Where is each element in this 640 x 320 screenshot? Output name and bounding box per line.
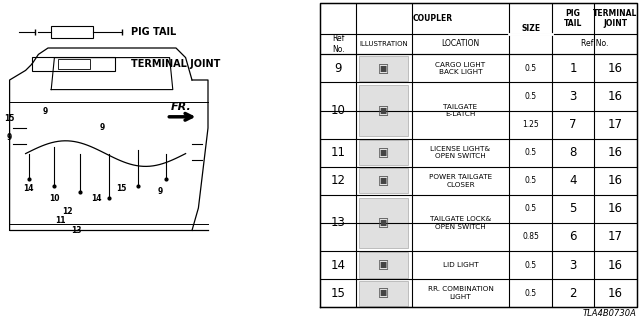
Text: TERMINAL
JOINT: TERMINAL JOINT xyxy=(593,9,637,28)
Text: 15: 15 xyxy=(331,287,346,300)
Text: PIG
TAIL: PIG TAIL xyxy=(564,9,582,28)
Text: LOCATION: LOCATION xyxy=(442,39,479,49)
Text: 3: 3 xyxy=(570,90,577,103)
Text: ILLUSTRATION: ILLUSTRATION xyxy=(360,41,408,47)
Text: 5: 5 xyxy=(570,202,577,215)
Text: 0.85: 0.85 xyxy=(522,232,539,242)
Text: FR.: FR. xyxy=(172,102,192,112)
Text: ▣: ▣ xyxy=(378,259,389,272)
Text: 0.5: 0.5 xyxy=(525,260,537,269)
Text: TLA4B0730A: TLA4B0730A xyxy=(583,309,637,318)
Bar xyxy=(58,59,90,69)
Text: 0.5: 0.5 xyxy=(525,148,537,157)
Text: LID LIGHT: LID LIGHT xyxy=(443,262,478,268)
Bar xyxy=(51,26,93,38)
Text: 7: 7 xyxy=(570,118,577,131)
Text: 8: 8 xyxy=(570,146,577,159)
Text: TAILGATE
E-LATCH: TAILGATE E-LATCH xyxy=(444,104,477,117)
Text: TAILGATE LOCK&
OPEN SWITCH: TAILGATE LOCK& OPEN SWITCH xyxy=(430,216,491,230)
Text: 1.25: 1.25 xyxy=(522,120,539,129)
Text: 1: 1 xyxy=(570,62,577,75)
Text: CARGO LIGHT
BACK LIGHT: CARGO LIGHT BACK LIGHT xyxy=(435,62,486,75)
Text: 9: 9 xyxy=(157,188,163,196)
Text: 14: 14 xyxy=(24,184,34,193)
Text: ▣: ▣ xyxy=(378,104,389,117)
Bar xyxy=(32,57,115,71)
Text: 16: 16 xyxy=(608,90,623,103)
Text: 17: 17 xyxy=(608,230,623,244)
Text: 0.5: 0.5 xyxy=(525,176,537,185)
Text: 16: 16 xyxy=(608,259,623,272)
Text: 9: 9 xyxy=(100,124,105,132)
Text: COUPLER: COUPLER xyxy=(413,14,452,23)
FancyBboxPatch shape xyxy=(359,140,408,165)
Text: 10: 10 xyxy=(331,104,346,117)
Text: 13: 13 xyxy=(72,226,82,235)
Text: 16: 16 xyxy=(608,174,623,187)
Text: 16: 16 xyxy=(608,202,623,215)
Text: 11: 11 xyxy=(56,216,66,225)
Text: 4: 4 xyxy=(570,174,577,187)
Text: 9: 9 xyxy=(42,108,47,116)
Text: PIG TAIL: PIG TAIL xyxy=(131,27,177,37)
FancyBboxPatch shape xyxy=(359,85,408,136)
Text: RR. COMBINATION
LIGHT: RR. COMBINATION LIGHT xyxy=(428,286,493,300)
FancyBboxPatch shape xyxy=(359,252,408,278)
Text: 16: 16 xyxy=(608,62,623,75)
Text: ▣: ▣ xyxy=(378,216,389,229)
Text: 0.5: 0.5 xyxy=(525,92,537,101)
Text: 16: 16 xyxy=(608,146,623,159)
Text: LICENSE LIGHT&
OPEN SWITCH: LICENSE LIGHT& OPEN SWITCH xyxy=(431,146,490,159)
FancyBboxPatch shape xyxy=(359,168,408,193)
FancyBboxPatch shape xyxy=(359,281,408,306)
Text: SIZE: SIZE xyxy=(521,24,540,33)
Text: 14: 14 xyxy=(91,194,101,203)
Text: 2: 2 xyxy=(570,287,577,300)
Text: 17: 17 xyxy=(608,118,623,131)
Text: 15: 15 xyxy=(116,184,127,193)
Text: 6: 6 xyxy=(570,230,577,244)
Text: 0.5: 0.5 xyxy=(525,64,537,73)
Text: 14: 14 xyxy=(331,259,346,272)
Text: 12: 12 xyxy=(331,174,346,187)
Text: 3: 3 xyxy=(570,259,577,272)
Text: Ref
No.: Ref No. xyxy=(332,34,344,54)
Text: Ref No.: Ref No. xyxy=(580,39,608,49)
Text: TERMINAL JOINT: TERMINAL JOINT xyxy=(131,59,221,69)
FancyBboxPatch shape xyxy=(359,56,408,81)
Text: 9: 9 xyxy=(7,133,12,142)
Text: 13: 13 xyxy=(331,216,346,229)
Text: ▣: ▣ xyxy=(378,287,389,300)
Text: 10: 10 xyxy=(49,194,60,203)
FancyBboxPatch shape xyxy=(359,198,408,248)
Text: 0.5: 0.5 xyxy=(525,204,537,213)
Text: ▣: ▣ xyxy=(378,62,389,75)
Text: 16: 16 xyxy=(608,287,623,300)
Text: 0.5: 0.5 xyxy=(525,289,537,298)
Text: 15: 15 xyxy=(4,114,15,123)
Text: ▣: ▣ xyxy=(378,174,389,187)
Text: POWER TAILGATE
CLOSER: POWER TAILGATE CLOSER xyxy=(429,174,492,188)
Text: ▣: ▣ xyxy=(378,146,389,159)
Text: 12: 12 xyxy=(62,207,72,216)
Text: 9: 9 xyxy=(334,62,342,75)
Text: 11: 11 xyxy=(331,146,346,159)
